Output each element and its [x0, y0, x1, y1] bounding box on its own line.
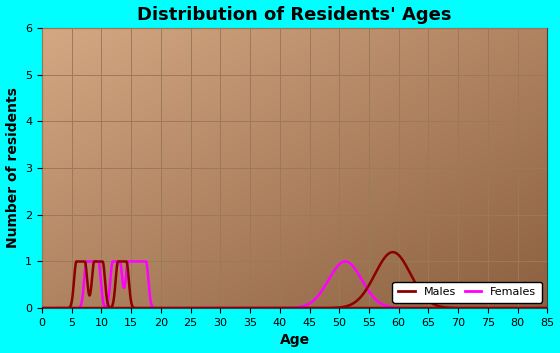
Y-axis label: Number of residents: Number of residents — [6, 88, 20, 249]
Legend: Males, Females: Males, Females — [393, 281, 542, 303]
Title: Distribution of Residents' Ages: Distribution of Residents' Ages — [137, 6, 452, 24]
X-axis label: Age: Age — [279, 334, 310, 347]
